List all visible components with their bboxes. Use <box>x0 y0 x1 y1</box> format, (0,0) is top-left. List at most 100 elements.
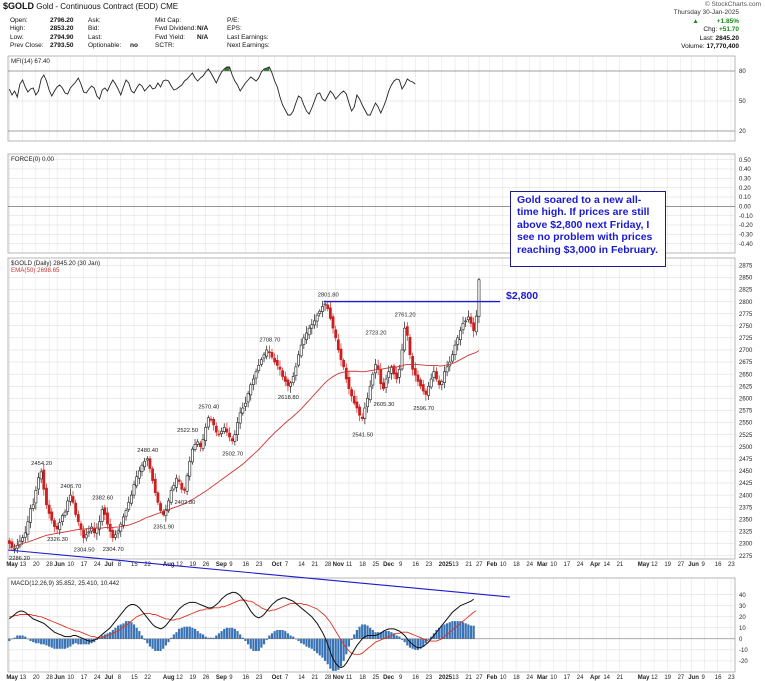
macd-histogram-bar <box>231 627 234 639</box>
quote-row-sctr: SCTR: <box>155 42 175 50</box>
macd-histogram-bar <box>416 638 420 650</box>
y-tick-label: 80 <box>739 69 746 75</box>
macd-histogram-bar <box>366 625 369 639</box>
candle-body <box>209 418 213 421</box>
candle-body <box>90 526 93 532</box>
macd-histogram-bar <box>358 626 361 639</box>
candle-body <box>257 365 261 371</box>
macd-histogram-bar <box>124 621 128 639</box>
force-title: FORCE(0) 0.00 <box>11 156 55 163</box>
macd-histogram-bar <box>58 638 61 649</box>
x-tick-label: 22 <box>144 562 151 568</box>
candle-body <box>167 500 170 512</box>
y-tick-label: 2650 <box>739 372 753 378</box>
x-tick-label: 12 <box>176 562 183 568</box>
candle-body <box>114 534 117 538</box>
x-tick-label: May <box>638 675 650 681</box>
y-tick-label: 2525 <box>739 433 753 439</box>
candle-body <box>451 354 454 362</box>
y-tick-label: 2850 <box>739 276 753 282</box>
macd-histogram-bar <box>273 631 276 639</box>
macd-histogram-bar <box>93 638 96 643</box>
macd-histogram-bar <box>292 636 295 639</box>
x-tick-label: Feb <box>487 562 498 568</box>
candle-body <box>344 367 348 380</box>
x-tick-label: 8 <box>118 675 122 681</box>
candle-body <box>169 489 173 503</box>
peak-label: 2541.50 <box>352 433 373 439</box>
y-tick-label: 0.20 <box>739 186 751 192</box>
macd-panel-frame <box>7 577 736 673</box>
peak-label: 2286.20 <box>9 556 30 562</box>
macd-histogram-bar <box>260 638 263 648</box>
x-tick-label: 13 <box>452 562 459 568</box>
candle-body <box>358 406 361 416</box>
candle-body <box>103 507 107 515</box>
macd-histogram-bar <box>278 629 282 639</box>
macd-histogram-bar <box>225 627 228 639</box>
candle-body <box>350 389 354 397</box>
candle-body <box>132 484 136 496</box>
y-tick-label: 20 <box>739 129 746 135</box>
macd-histogram-bar <box>472 625 475 639</box>
macd-histogram-bar <box>127 621 130 639</box>
macd-histogram-bar <box>339 638 343 667</box>
y-tick-label: 0.40 <box>739 167 751 173</box>
macd-histogram-bar <box>398 636 401 639</box>
x-tick-label: 9 <box>229 675 233 681</box>
candle-body <box>156 492 160 503</box>
peak-label: 2708.70 <box>259 338 280 344</box>
y-tick-label: 0.30 <box>739 176 751 182</box>
candle-body <box>405 326 409 336</box>
candle-body <box>429 378 433 388</box>
quote-far: P/E: EPS: Last Earnings: Next Earnings: <box>227 17 307 51</box>
macd-histogram-bar <box>331 638 335 671</box>
candle-body <box>286 379 290 387</box>
macd-histogram-bar <box>21 635 24 639</box>
macd-histogram-bar <box>408 638 412 648</box>
candle-body <box>63 511 67 516</box>
x-tick-label: Feb <box>487 675 498 681</box>
candle-body <box>204 427 208 441</box>
quote-row-ask: Ask: <box>88 17 101 24</box>
macd-signal-line <box>9 599 477 655</box>
macd-histogram-bar <box>467 624 470 639</box>
macd-histogram-bar <box>313 638 316 651</box>
y-tick-label: 2275 <box>739 554 753 560</box>
macd-histogram-bar <box>456 621 459 639</box>
candle-body <box>318 310 322 314</box>
macd-histogram-bar <box>132 624 136 639</box>
macd-histogram-bar <box>164 638 167 646</box>
ema-title: EMA(50) 2698.65 <box>11 267 60 274</box>
macd-histogram-bar <box>326 638 329 665</box>
x-tick-label: 9 <box>701 675 705 681</box>
candle-body <box>305 332 308 340</box>
x-tick-label: Jul <box>104 675 113 681</box>
x-tick-label: 27 <box>476 562 483 568</box>
candle-body <box>87 531 91 534</box>
macd-histogram-bar <box>363 624 366 639</box>
y-tick-label: -0.20 <box>739 223 753 229</box>
x-tick-label: 2025 <box>439 562 453 568</box>
candle-body <box>355 401 359 409</box>
x-tick-label: Mar <box>537 675 548 681</box>
macd-histogram-bar <box>342 638 345 661</box>
x-tick-label: 17 <box>564 562 571 568</box>
candle-body <box>198 442 202 448</box>
x-tick-label: 18 <box>359 562 366 568</box>
x-tick-label: 11 <box>346 562 353 568</box>
peak-label: 2618.80 <box>278 395 299 401</box>
macd-histogram-bar <box>122 623 125 639</box>
quote-row-mktcap: Mkt Cap: <box>155 17 182 24</box>
x-tick-label: 22 <box>144 675 151 681</box>
macd-histogram-bar <box>87 638 91 645</box>
macd-histogram-bar <box>440 625 443 639</box>
y-tick-label: 2475 <box>739 457 753 463</box>
candle-body <box>289 382 292 387</box>
candle-body <box>111 530 115 539</box>
quote-row-pe: P/E: <box>227 17 240 24</box>
macd-histogram-bar <box>233 628 236 639</box>
macd-histogram-bar <box>156 638 160 651</box>
x-tick-label: 23 <box>728 562 735 568</box>
